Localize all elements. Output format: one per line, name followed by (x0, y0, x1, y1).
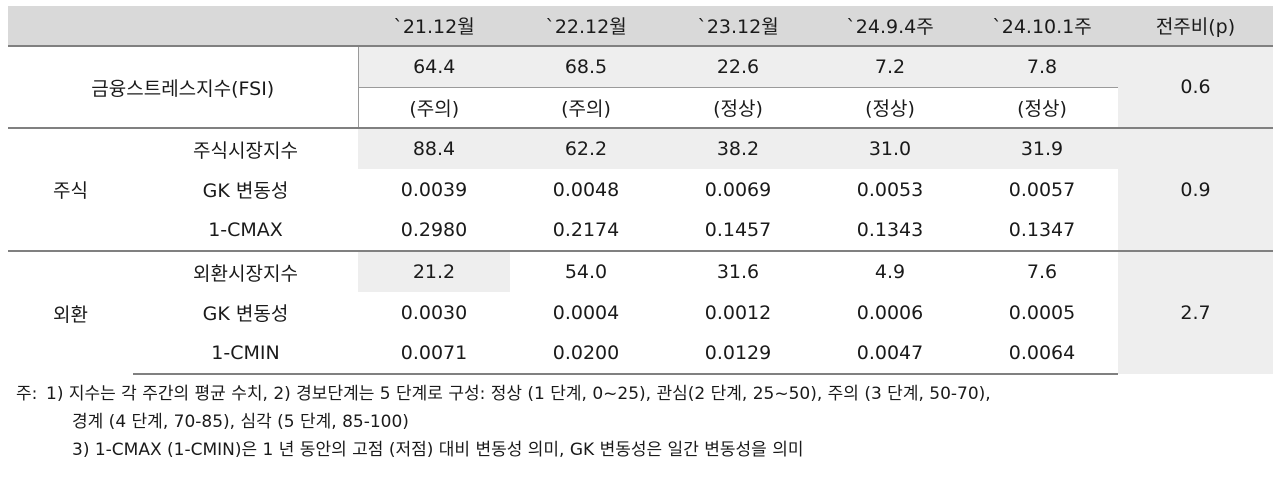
footnotes: 주: 1) 지수는 각 주간의 평균 수치, 2) 경보단계는 5 단계로 구성… (16, 380, 991, 464)
fsi-value: 7.8 (966, 45, 1118, 87)
cell-value: 0.0057 (1008, 178, 1076, 201)
header-row: `21.12월 `22.12월 `23.12월 `24.9.4주 `24.10.… (8, 6, 1273, 46)
cell-value: 0.0012 (704, 301, 772, 324)
cell-value: 0.2980 (400, 219, 468, 241)
header-2024-9-4w: `24.9.4주 (814, 6, 966, 46)
cell-value: 0.0069 (704, 178, 772, 201)
stock-gk-row: GK 변동성 0.0039 0.0048 0.0069 0.0053 0.005… (8, 169, 1273, 210)
fsi-status: (주의) (510, 86, 662, 128)
stock-cmax-row: 1-CMAX 0.2980 0.2174 0.1457 0.1343 0.134… (8, 210, 1273, 251)
row-label: 1-CMAX (208, 219, 283, 241)
row-label: 주식시장지수 (133, 127, 358, 169)
footnote-text-1: 1) 지수는 각 주간의 평균 수치, 2) 경보단계는 5 단계로 구성: 정… (46, 384, 991, 404)
row-label: 1-CMIN (133, 333, 358, 375)
cell-value: 0.0039 (400, 178, 468, 201)
cell-value: 7.6 (966, 250, 1118, 292)
cell-value: 0.2174 (552, 219, 620, 241)
footnote-line-2: 경계 (4 단계, 70-85), 심각 (5 단계, 85-100) (72, 412, 409, 432)
cell-value: 54.0 (510, 250, 662, 292)
cell-value: 4.9 (814, 250, 966, 292)
footnote-prefix: 주: (16, 384, 38, 404)
fsi-table: `21.12월 `22.12월 `23.12월 `24.9.4주 `24.10.… (8, 6, 1273, 375)
cell-value: 0.0047 (814, 333, 966, 375)
cell-value: 0.0048 (552, 178, 620, 201)
stock-group-label: 주식 (8, 127, 133, 251)
cell-value: 0.0071 (358, 333, 510, 375)
fx-change: 2.7 (1118, 250, 1273, 374)
header-2024-10-1w: `24.10.1주 (966, 6, 1118, 46)
stock-change: 0.9 (1118, 127, 1273, 251)
fsi-status: (정상) (966, 86, 1118, 128)
fx-index-row: 외환 외환시장지수 21.2 54.0 31.6 4.9 7.6 2.7 (8, 250, 1273, 374)
cell-value: 0.0005 (1008, 301, 1076, 324)
cell-value: 0.0064 (966, 333, 1118, 375)
header-2021-12: `21.12월 (358, 6, 510, 46)
cell-value: 0.0004 (552, 301, 620, 324)
cell-value: 31.6 (662, 250, 814, 292)
fsi-status: (정상) (662, 86, 814, 128)
cell-value: 0.1457 (704, 219, 772, 241)
header-2022-12: `22.12월 (510, 6, 662, 46)
footnote-line-3: 3) 1-CMAX (1-CMIN)은 1 년 동안의 고점 (저점) 대비 변… (72, 440, 804, 460)
header-change: 전주비(p) (1118, 6, 1273, 46)
row-label: 외환시장지수 (133, 250, 358, 292)
cell-value: 31.9 (966, 127, 1118, 169)
stock-index-row: 주식 주식시장지수 88.4 62.2 38.2 31.0 31.9 0.9 (8, 127, 1273, 251)
header-2023-12: `23.12월 (662, 6, 814, 46)
fsi-status-row: (주의) (주의) (정상) (정상) (정상) (8, 86, 1273, 128)
cell-value: 88.4 (358, 127, 510, 169)
fsi-value: 64.4 (357, 45, 510, 87)
cell-value: 0.0053 (856, 178, 924, 201)
row-label: GK 변동성 (202, 180, 289, 202)
header-blank (8, 6, 358, 46)
fsi-value-row: 금융스트레스지수(FSI) 64.4 68.5 22.6 7.2 7.8 0.6 (8, 45, 1273, 128)
fx-group-label: 외환 (8, 250, 133, 374)
cell-value: 0.1343 (856, 219, 924, 241)
fx-cmin-row: 1-CMIN 0.0071 0.0200 0.0129 0.0047 0.006… (8, 333, 1273, 375)
fsi-value: 68.5 (510, 45, 662, 87)
cell-value: 38.2 (662, 127, 814, 169)
fsi-value: 22.6 (662, 45, 814, 87)
fsi-value: 7.2 (814, 45, 966, 87)
footnote-line-1: 주: 1) 지수는 각 주간의 평균 수치, 2) 경보단계는 5 단계로 구성… (16, 380, 991, 408)
cell-value: 0.0200 (510, 333, 662, 375)
cell-value: 0.0006 (856, 301, 924, 324)
cell-value: 0.0129 (662, 333, 814, 375)
fsi-change: 0.6 (1118, 45, 1273, 128)
fx-gk-row: GK 변동성 0.0030 0.0004 0.0012 0.0006 0.000… (8, 292, 1273, 333)
cell-value: 0.1347 (1008, 219, 1076, 241)
fsi-status: (주의) (357, 86, 510, 128)
cell-value: 0.0030 (400, 301, 468, 324)
fsi-label: 금융스트레스지수(FSI) (8, 45, 358, 128)
row-label: GK 변동성 (202, 303, 289, 325)
cell-value: 21.2 (358, 250, 510, 292)
cell-value: 62.2 (510, 127, 662, 169)
fsi-status: (정상) (814, 86, 966, 128)
cell-value: 31.0 (814, 127, 966, 169)
